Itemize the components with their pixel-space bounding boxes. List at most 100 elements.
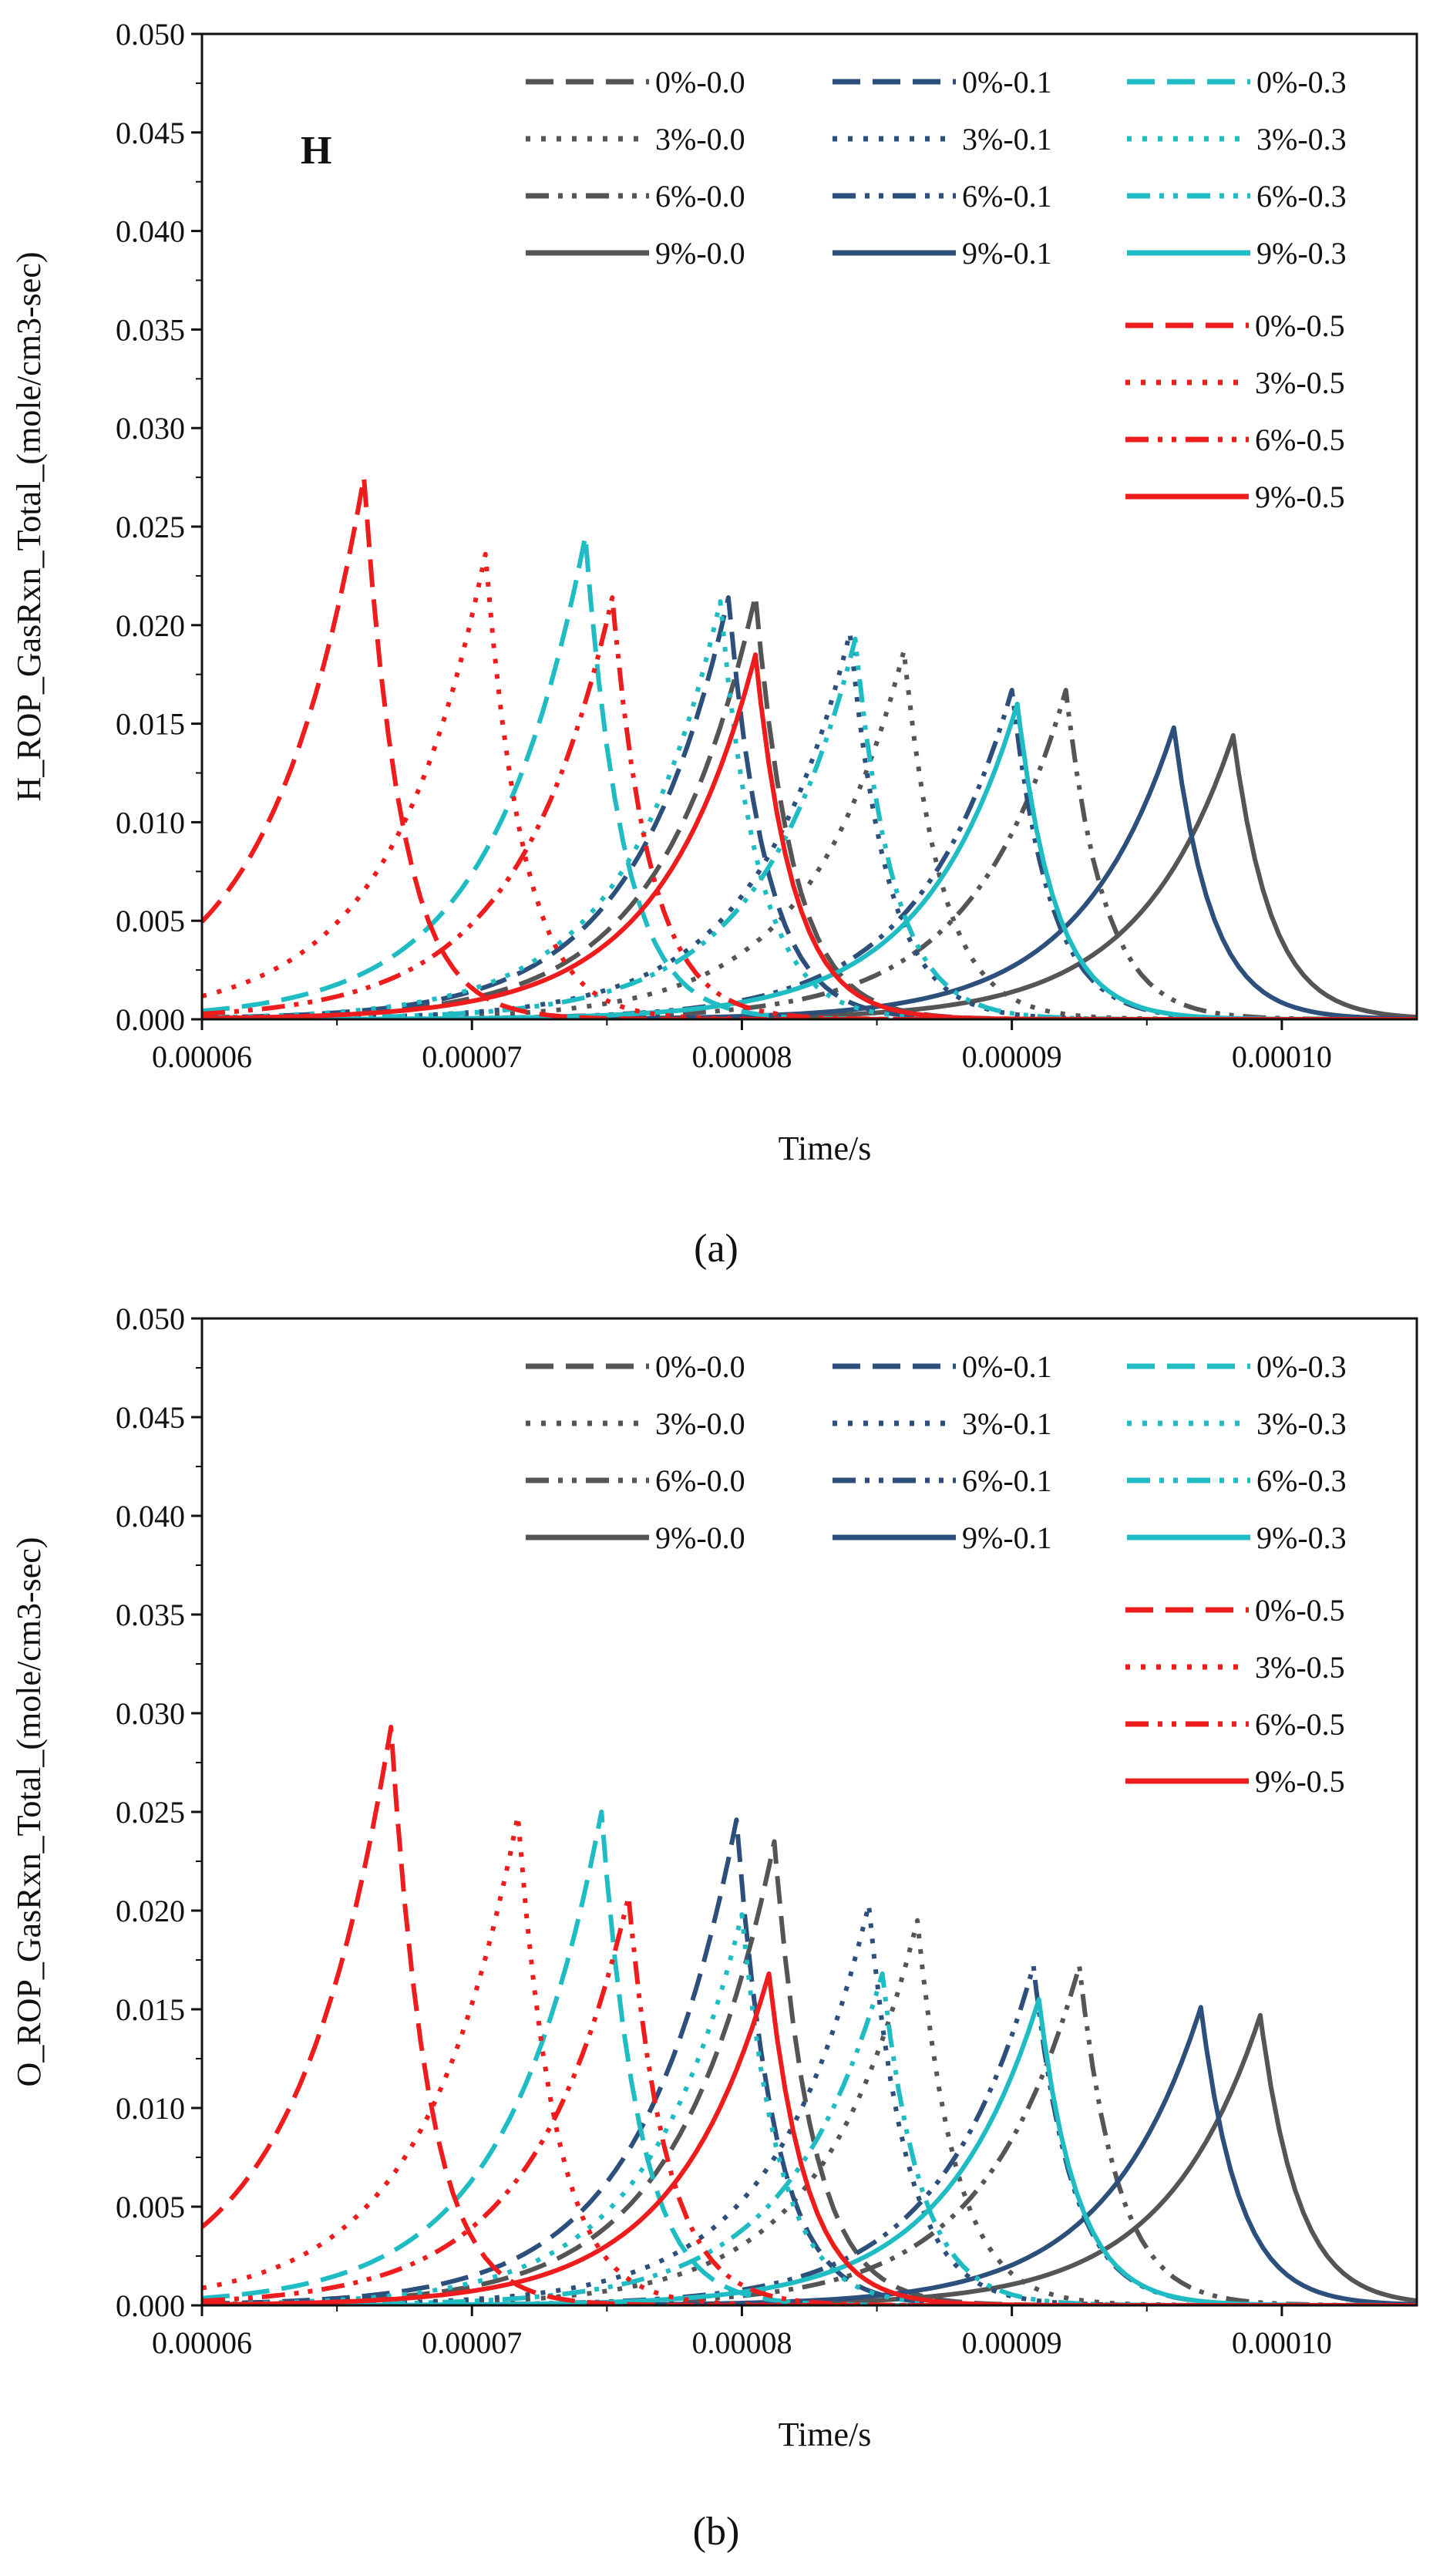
legend-label: 3%-0.0 [655, 122, 745, 157]
x-tick-label: 0.00008 [691, 1039, 792, 1074]
legend-item: 3%-0.1 [833, 122, 1052, 157]
x-tick-label: 0.00010 [1232, 1039, 1332, 1074]
legend-label: 0%-0.5 [1255, 1593, 1345, 1628]
y-tick-label: 0.025 [116, 1795, 185, 1830]
y-tick-label: 0.040 [116, 1499, 185, 1534]
series-line-9%-0.5 [202, 652, 1417, 1019]
legend-item: 3%-0.1 [833, 1406, 1052, 1441]
series-line-6%-0.0 [202, 688, 1417, 1019]
legend-item: 9%-0.1 [833, 1520, 1052, 1555]
y-tick-label: 0.015 [116, 1992, 185, 2027]
legend-item: 0%-0.3 [1127, 65, 1347, 99]
legend-label: 3%-0.1 [962, 1406, 1052, 1441]
legend-label: 0%-0.3 [1256, 65, 1347, 99]
legend-label: 6%-0.5 [1255, 423, 1345, 457]
legend-item: 0%-0.5 [1125, 1593, 1345, 1628]
x-tick-label: 0.00009 [962, 1039, 1062, 1074]
legend-label: 9%-0.0 [655, 236, 745, 271]
legend-item: 3%-0.0 [526, 122, 745, 157]
y-tick-label: 0.035 [116, 312, 185, 347]
series-line-0%-0.1 [202, 1817, 1417, 2305]
legend-item: 9%-0.0 [526, 1520, 745, 1555]
legend-label: 9%-0.0 [655, 1520, 745, 1555]
y-tick-label: 0.045 [116, 1400, 185, 1435]
legend-item: 6%-0.0 [526, 179, 745, 214]
legend-label: 6%-0.1 [962, 179, 1052, 214]
legend-item: 3%-0.5 [1125, 365, 1345, 400]
legend-label: 0%-0.1 [962, 65, 1052, 99]
y-tick-label: 0.045 [116, 116, 185, 150]
legend-label: 6%-0.0 [655, 1463, 745, 1498]
y-axis-title: O_ROP_GasRxn_Total_(mole/cm3-sec) [10, 1537, 48, 2086]
series-line-9%-0.5 [202, 1971, 1417, 2305]
legend-item: 0%-0.1 [833, 1349, 1052, 1384]
legend: 0%-0.0 3%-0.0 6%-0.0 9%-0.0 0%-0.1 3%-0.1 6%-0… [526, 65, 1347, 514]
legend-item: 3%-0.3 [1127, 1406, 1347, 1441]
legend-label: 3%-0.5 [1255, 365, 1345, 400]
legend-item: 6%-0.3 [1127, 1463, 1347, 1498]
legend-label: 3%-0.3 [1256, 122, 1347, 157]
y-tick-label: 0.010 [116, 805, 185, 840]
legend-label: 0%-0.1 [962, 1349, 1052, 1384]
legend-label: 9%-0.1 [962, 1520, 1052, 1555]
y-tick-label: 0.005 [116, 2190, 185, 2224]
legend-item: 6%-0.5 [1125, 423, 1345, 457]
legend-item: 0%-0.5 [1125, 308, 1345, 343]
series-line-3%-0.5 [202, 551, 1417, 1019]
chart-panel-b: 0.000 0.005 0.010 0.015 0.020 0.025 0.030 0.035… [10, 1301, 1418, 2453]
x-tick-label: 0.00007 [422, 1039, 522, 1074]
legend-item: 6%-0.3 [1127, 179, 1347, 214]
series-line-3%-0.1 [202, 1902, 1417, 2305]
legend-label: 3%-0.1 [962, 122, 1052, 157]
legend-label: 3%-0.3 [1256, 1406, 1347, 1441]
y-tick-label: 0.005 [116, 904, 185, 938]
legend-label: 6%-0.3 [1256, 179, 1347, 214]
legend-item: 9%-0.3 [1127, 1520, 1347, 1555]
legend-label: 9%-0.1 [962, 236, 1052, 271]
legend: 0%-0.0 3%-0.0 6%-0.0 9%-0.0 0%-0.1 3%-0.1 6%-0… [526, 1349, 1347, 1799]
y-tick-label: 0.050 [116, 1301, 185, 1336]
y-tick-label: 0.020 [116, 1894, 185, 1928]
y-tick-label: 0.010 [116, 2091, 185, 2126]
x-axis-title: Time/s [779, 1130, 872, 1167]
y-tick-label: 0.025 [116, 510, 185, 544]
legend-label: 3%-0.5 [1255, 1650, 1345, 1685]
caption-b: (b) [693, 2510, 740, 2554]
series-line-6%-0.5 [202, 595, 1417, 1019]
legend-item: 9%-0.1 [833, 236, 1052, 271]
legend-item: 0%-0.3 [1127, 1349, 1347, 1384]
y-tick-label: 0.020 [116, 608, 185, 643]
legend-item: 0%-0.0 [526, 65, 745, 99]
legend-item: 6%-0.5 [1125, 1707, 1345, 1742]
y-tick-label: 0.040 [116, 214, 185, 249]
legend-label: 6%-0.5 [1255, 1707, 1345, 1742]
legend-label: 3%-0.0 [655, 1406, 745, 1441]
legend-item: 6%-0.1 [833, 179, 1052, 214]
chart-panel-a: 0.000 0.005 0.010 0.015 0.020 0.025 0.030 0.035… [10, 17, 1418, 1167]
legend-label: 0%-0.0 [655, 65, 745, 99]
legend-item: 9%-0.5 [1125, 1764, 1345, 1799]
y-tick-label: 0.000 [116, 2288, 185, 2323]
x-tick-label: 0.00008 [691, 2325, 792, 2360]
y-tick-label: 0.050 [116, 17, 185, 52]
legend-label: 9%-0.5 [1255, 480, 1345, 514]
x-tick-label: 0.00006 [152, 2325, 252, 2360]
series-line-3%-0.3 [202, 599, 1417, 1019]
x-tick-label: 0.00010 [1232, 2325, 1332, 2360]
legend-item: 0%-0.1 [833, 65, 1052, 99]
legend-item: 9%-0.3 [1127, 236, 1347, 271]
series-line-3%-0.3 [202, 1912, 1417, 2305]
legend-item: 6%-0.0 [526, 1463, 745, 1498]
legend-label: 9%-0.3 [1256, 1520, 1347, 1555]
x-tick-label: 0.00009 [962, 2325, 1062, 2360]
legend-item: 9%-0.0 [526, 236, 745, 271]
y-tick-label: 0.030 [116, 1696, 185, 1731]
caption-a: (a) [694, 1227, 738, 1271]
legend-item: 3%-0.0 [526, 1406, 745, 1441]
series-line-6%-0.0 [202, 1963, 1417, 2305]
x-tick-label: 0.00006 [152, 1039, 252, 1074]
legend-item: 9%-0.5 [1125, 480, 1345, 514]
legend-label: 9%-0.3 [1256, 236, 1347, 271]
